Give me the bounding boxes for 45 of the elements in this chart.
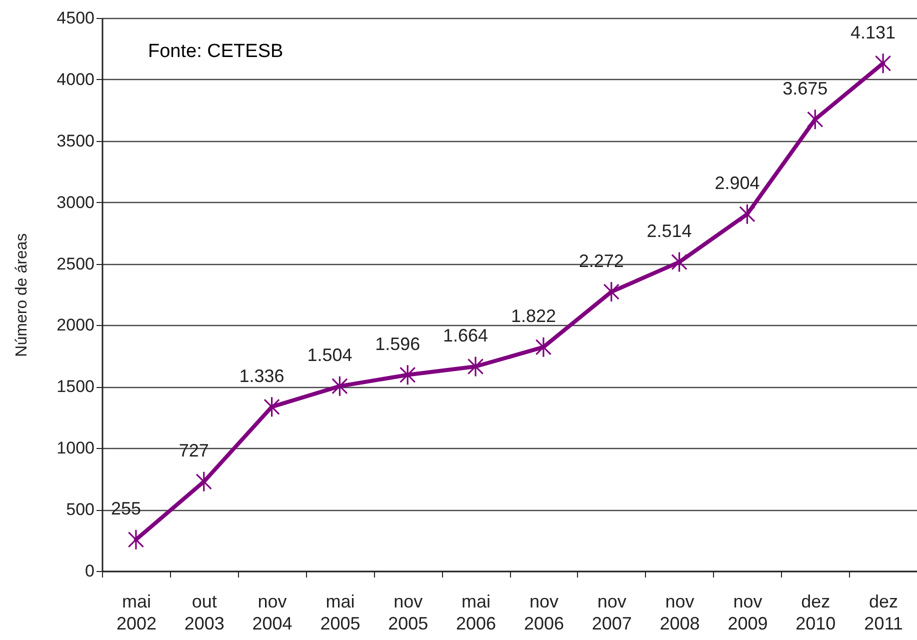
y-tick-label: 1500	[56, 377, 94, 396]
x-tick-label: mai 2002	[116, 592, 156, 634]
annotation: Fonte: CETESB	[148, 41, 284, 62]
x-tick-label: nov 2008	[660, 592, 700, 634]
data-label: 3.675	[782, 78, 828, 98]
point	[264, 396, 280, 418]
y-tick-label: 500	[66, 500, 94, 520]
y-tick-label: 2000	[56, 316, 94, 335]
y-tick-label: 0	[85, 562, 94, 580]
x-tick-label: dez 2011	[864, 592, 903, 634]
data-label: 4.131	[850, 22, 896, 42]
x-tick-label: out 2003	[184, 592, 224, 634]
y-tick-label: 3000	[56, 192, 94, 212]
point	[807, 108, 824, 130]
x-tick-label: dez 2010	[796, 592, 836, 634]
data-label: 1.664	[443, 326, 488, 346]
y-tick-label: 1000	[56, 438, 94, 458]
y-tick-label: 2500	[56, 254, 94, 274]
data-label: 2.904	[714, 173, 760, 194]
x-tick-label: mai 2006	[456, 592, 496, 634]
x-tick-label: nov 2004	[252, 592, 292, 634]
x-tick-label: nov 2009	[728, 592, 768, 634]
point	[874, 52, 892, 74]
point	[196, 471, 212, 492]
point	[535, 336, 552, 358]
data-label: 1.596	[375, 334, 420, 354]
y-tick-label: 3500	[56, 131, 94, 150]
point	[400, 364, 416, 386]
y-tick-label: 4000	[56, 70, 94, 89]
point	[332, 376, 348, 397]
data-label: 1.822	[510, 306, 556, 326]
x-tick-label: mai 2005	[320, 592, 360, 634]
point	[671, 252, 688, 273]
point	[739, 204, 756, 225]
x-tick-label: nov 2006	[524, 592, 564, 634]
y-tick-label: 4500	[56, 8, 94, 28]
point	[128, 529, 144, 550]
data-label: 2.514	[646, 221, 692, 242]
x-tick-label: nov 2005	[388, 592, 428, 634]
y-axis-title: Número de áreas	[14, 233, 31, 357]
point	[467, 356, 484, 378]
x-tick-label: nov 2007	[592, 592, 632, 634]
data-label: 1.504	[307, 345, 352, 366]
point	[603, 281, 620, 302]
data-label: 1.336	[239, 366, 284, 386]
